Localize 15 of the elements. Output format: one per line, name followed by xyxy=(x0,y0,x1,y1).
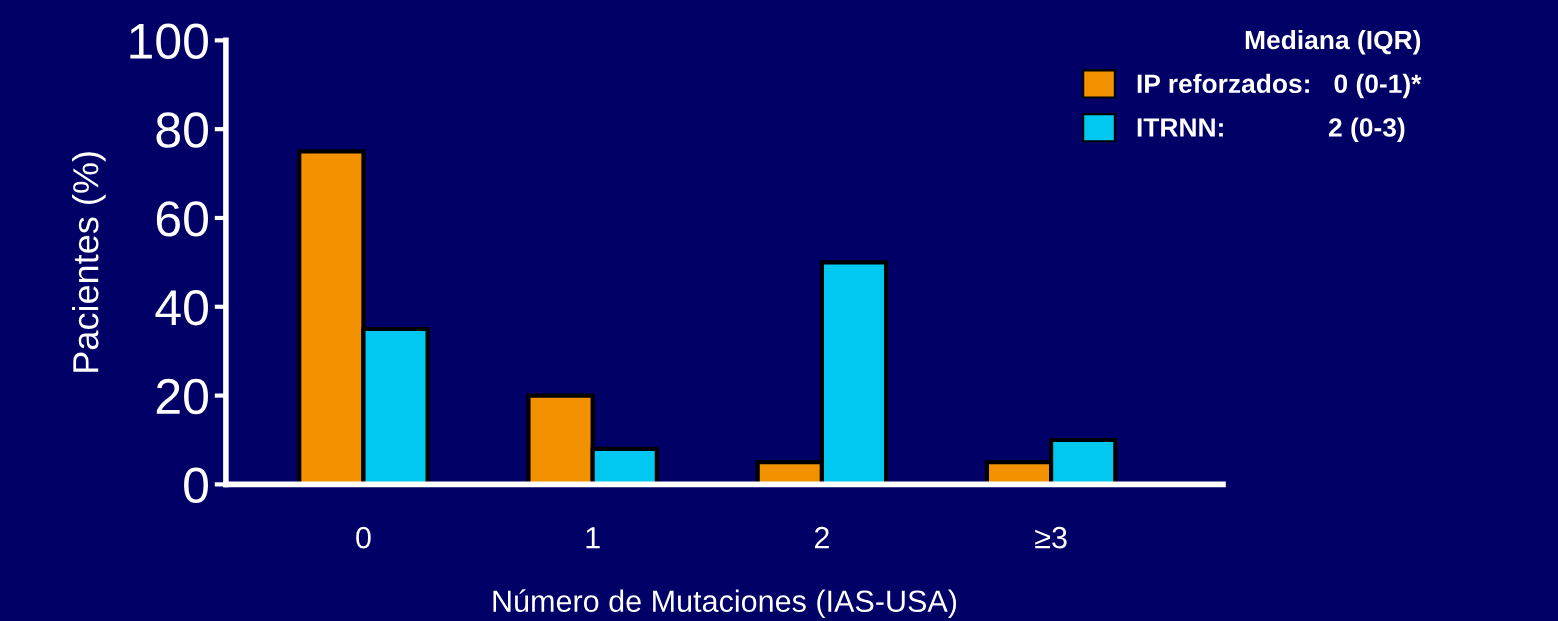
legend-title: Mediana (IQR) xyxy=(1245,29,1421,55)
x-tick-label: 0 xyxy=(356,526,371,549)
x-tick-label: 2 xyxy=(814,526,829,549)
y-tick-label: 60 xyxy=(156,201,208,237)
x-tick-label: 1 xyxy=(586,527,600,549)
y-tick-label: 40 xyxy=(155,289,208,326)
y-tick-label: 100 xyxy=(130,23,208,59)
legend-label: IP reforzados: 0 (0-1)* xyxy=(1137,73,1422,99)
y-axis-title: Pacientes (%) xyxy=(72,152,106,372)
y-tick-label: 0 xyxy=(184,467,208,503)
y-tick-label: 20 xyxy=(156,378,208,415)
x-axis-title: Número de Mutaciones (IAS-USA) xyxy=(493,589,957,619)
y-tick-label: 80 xyxy=(156,112,208,148)
legend-label: ITRNN: 2 (0-3) xyxy=(1137,117,1405,143)
x-tick-label: ≥3 xyxy=(1035,526,1067,549)
